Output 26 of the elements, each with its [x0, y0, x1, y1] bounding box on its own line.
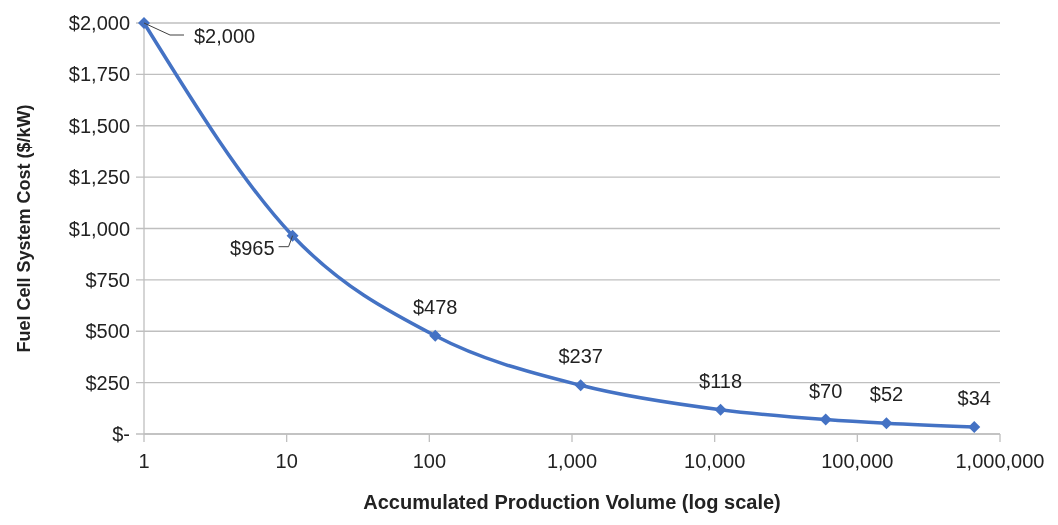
x-tick-label: 100,000 [821, 450, 894, 472]
y-tick-label: $1,750 [68, 63, 130, 86]
data-label: $52 [869, 383, 904, 406]
x-tick-label: 10,000 [684, 450, 746, 472]
data-label: $478 [412, 295, 458, 318]
y-tick-label: $2,000 [68, 12, 130, 34]
x-tick-label: 10 [275, 450, 298, 472]
y-tick-label: $1,000 [68, 217, 130, 240]
y-tick-label: $1,250 [68, 166, 130, 189]
y-tick-label: $500 [85, 320, 130, 343]
data-label: $237 [558, 345, 603, 368]
y-axis-title: Fuel Cell System Cost ($/kW) [14, 104, 34, 353]
data-label: $70 [809, 379, 843, 402]
data-label: $118 [699, 369, 743, 392]
y-tick-label: $750 [85, 268, 130, 291]
data-label: $965 [230, 236, 275, 259]
y-tick-label: $1,500 [68, 114, 130, 137]
x-tick-label: 100 [412, 450, 447, 472]
data-label: $2,000 [194, 25, 256, 47]
data-label: $34 [957, 387, 991, 410]
x-tick-label: 1 [138, 450, 150, 472]
x-axis-title: Accumulated Production Volume (log scale) [363, 491, 781, 513]
x-tick-label: 1,000 [546, 450, 598, 472]
y-tick-label: $- [112, 423, 130, 445]
y-tick-label: $250 [85, 371, 130, 394]
x-tick-label: 1,000,000 [955, 450, 1045, 472]
